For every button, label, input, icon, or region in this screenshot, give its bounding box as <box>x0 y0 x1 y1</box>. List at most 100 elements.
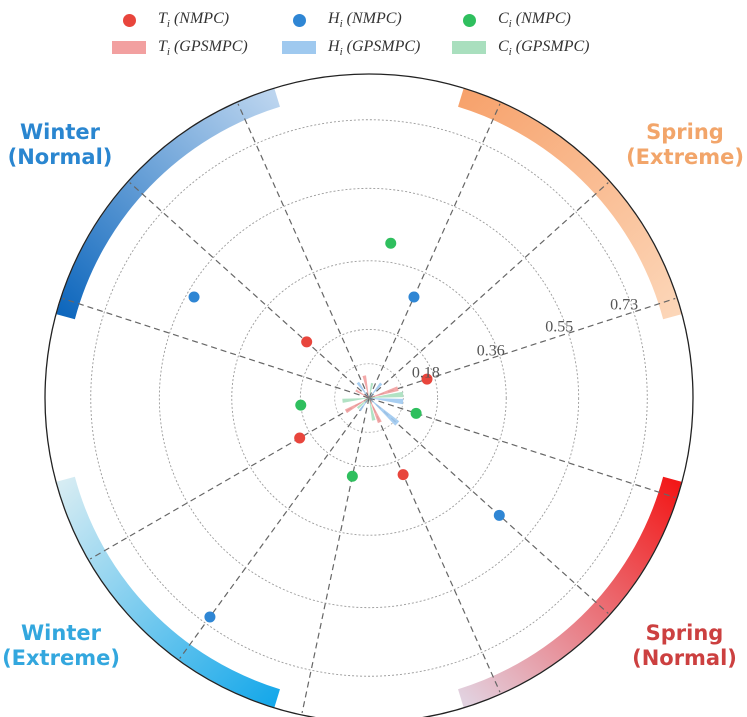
spoke-line <box>129 182 370 399</box>
spoke-line <box>368 397 609 614</box>
spoke-line <box>62 297 370 399</box>
nmpc-points <box>188 237 505 623</box>
grid-circle <box>90 119 648 677</box>
nmpc-point-h <box>188 291 200 303</box>
legend: Ti (NMPC) Hi (NMPC) Ci (NMPC) Ti (GPSMPC… <box>0 0 747 70</box>
gpsmpc-bar-t <box>355 389 369 398</box>
spoke-line <box>368 397 501 693</box>
legend-method: (NMPC) <box>169 10 230 27</box>
gpsmpc-bar-c <box>369 382 374 398</box>
spoke-line <box>368 182 609 399</box>
nmpc-point-t <box>294 432 306 444</box>
spoke-line <box>368 297 676 399</box>
gpsmpc-bar-t <box>344 398 369 414</box>
legend-dot-marker <box>123 14 136 27</box>
gpsmpc-bar-c <box>369 398 376 421</box>
spoke-line <box>89 397 370 560</box>
grid-circle <box>158 187 580 609</box>
season-line1: Winter <box>20 120 100 144</box>
gpsmpc-bar-t <box>369 398 382 424</box>
spoke-line <box>368 103 501 399</box>
legend-subscript: i <box>508 18 512 31</box>
nmpc-point-c <box>346 470 358 482</box>
nmpc-point-h <box>408 291 420 303</box>
legend-symbol: C <box>498 10 509 27</box>
season-label-spring-extreme: Spring (Extreme) <box>620 120 747 170</box>
radial-tick-labels: 0.18 0.36 0.55 0.73 <box>412 296 638 381</box>
gpsmpc-bar-h <box>369 382 383 398</box>
legend-label: Hi (GPSMPC) <box>328 38 420 58</box>
nmpc-point-t <box>301 336 313 348</box>
legend-dot-marker <box>293 14 306 27</box>
gpsmpc-bar-h <box>359 398 369 412</box>
gpsmpc-bar-c <box>342 398 369 403</box>
gpsmpc-bars <box>342 375 404 426</box>
spoke-line <box>237 103 370 399</box>
spokes <box>62 103 676 714</box>
gpsmpc-bar-h <box>369 398 400 426</box>
season-arc <box>458 476 682 708</box>
nmpc-point-t <box>421 373 433 385</box>
nmpc-point-h <box>204 611 216 623</box>
radial-tick-label: 0.18 <box>412 365 440 382</box>
legend-method: (NMPC) <box>342 10 402 27</box>
legend-symbol: C <box>498 38 509 55</box>
legend-label: Ci (NMPC) <box>498 10 571 30</box>
season-arcs <box>56 88 682 708</box>
radial-tick-label: 0.36 <box>477 342 505 359</box>
legend-subscript: i <box>339 18 343 31</box>
legend-method: (GPSMPC) <box>169 38 248 55</box>
legend-subscript: i <box>166 18 170 31</box>
season-line1: Spring <box>646 120 724 144</box>
legend-symbol: H <box>328 10 340 27</box>
gpsmpc-bar-h <box>356 381 369 398</box>
outer-circle <box>44 73 694 717</box>
grid-circle-inner <box>334 363 404 433</box>
spoke-line <box>301 397 370 714</box>
nmpc-point-c <box>385 237 397 249</box>
legend-label: Ti (NMPC) <box>158 10 229 30</box>
legend-subscript: i <box>166 46 170 59</box>
season-label-winter-extreme: Winter (Extreme) <box>0 621 122 671</box>
season-line2: (Extreme) <box>626 145 744 169</box>
spoke-line <box>179 397 370 659</box>
season-label-spring-normal: Spring (Normal) <box>622 621 747 671</box>
legend-bar-marker <box>452 41 486 54</box>
grid-circle <box>299 328 439 468</box>
season-line1: Spring <box>645 621 724 645</box>
radial-grid <box>90 119 648 677</box>
gpsmpc-bar-h <box>369 398 404 405</box>
season-line1: Winter <box>21 621 101 645</box>
legend-bar-marker <box>112 41 146 54</box>
season-arc <box>56 476 280 708</box>
grid-circle <box>231 260 507 536</box>
legend-label: Ti (GPSMPC) <box>158 38 248 58</box>
nmpc-point-c <box>295 399 307 411</box>
gpsmpc-bar-t <box>369 386 399 398</box>
gpsmpc-bar-c <box>369 391 404 398</box>
season-arc <box>56 88 280 320</box>
legend-method: (GPSMPC) <box>342 38 421 55</box>
gpsmpc-bar-t <box>362 375 369 398</box>
legend-subscript: i <box>339 46 343 59</box>
legend-symbol: T <box>158 38 167 55</box>
legend-symbol: H <box>328 38 340 55</box>
legend-subscript: i <box>508 46 512 59</box>
legend-method: (GPSMPC) <box>511 38 590 55</box>
season-label-winter-normal: Winter (Normal) <box>0 120 120 170</box>
season-line2: (Extreme) <box>2 646 120 670</box>
nmpc-point-h <box>493 509 505 521</box>
nmpc-point-c <box>410 407 422 419</box>
legend-label: Hi (NMPC) <box>328 10 402 30</box>
nmpc-point-t <box>397 469 409 481</box>
legend-method: (NMPC) <box>511 10 571 27</box>
season-arc <box>458 88 682 320</box>
gpsmpc-bar-c <box>356 398 369 410</box>
radial-tick-label: 0.55 <box>545 319 573 336</box>
legend-bar-marker <box>282 41 316 54</box>
legend-dot-marker <box>463 14 476 27</box>
season-line2: (Normal) <box>632 646 737 670</box>
legend-symbol: T <box>158 10 167 27</box>
season-line2: (Normal) <box>7 145 113 169</box>
